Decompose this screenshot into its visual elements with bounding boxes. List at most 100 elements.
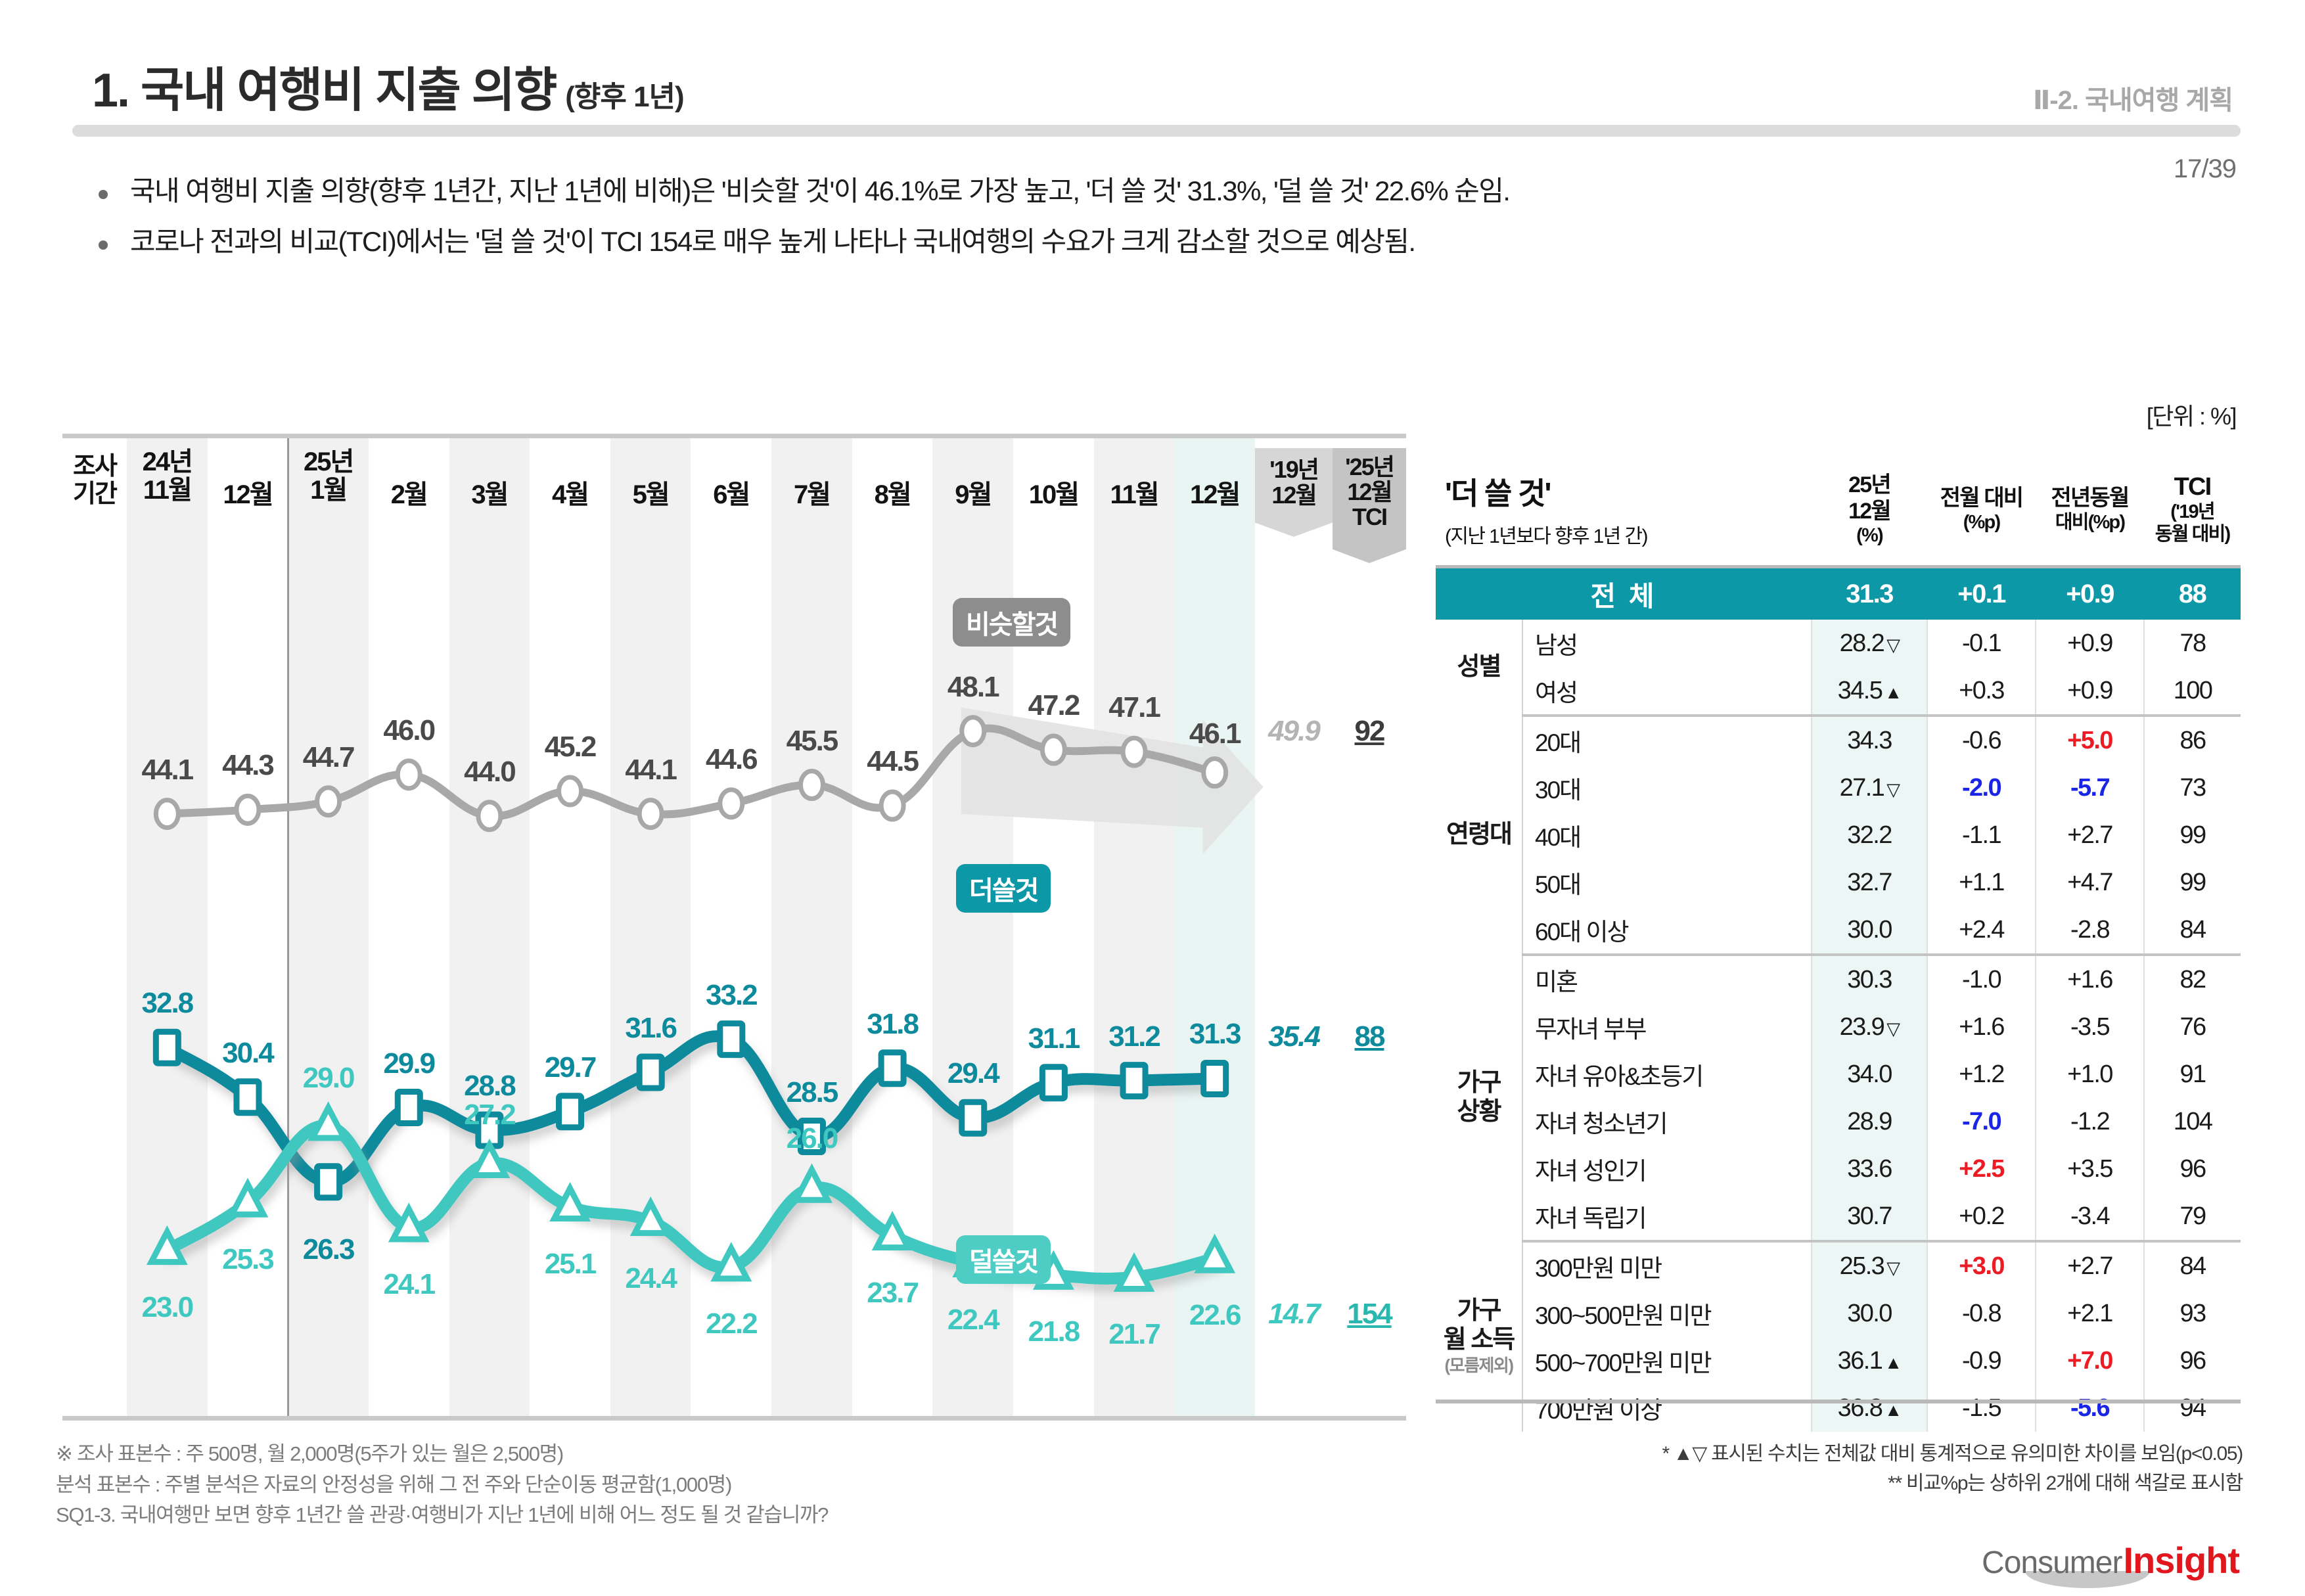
row-mom: -0.6 (1927, 716, 2036, 764)
chart-series-tag-1: 비슷할것 (953, 598, 1071, 647)
row-label: 50대 (1535, 871, 1582, 898)
row-value: 34.0 (1811, 1051, 1928, 1098)
chart-row-header-survey-period: 조사 기간 (73, 453, 118, 508)
chart-point-value-label: 26.0 (786, 1122, 839, 1155)
table-row: 자녀 성인기 33.6 +2.5 +3.5 96 (1436, 1145, 2241, 1193)
chart-point-value-label: 27.2 (464, 1099, 516, 1131)
chart-column-header: 3월 (471, 480, 509, 509)
table-row: 300~500만원 미만 30.0 -0.8 +2.1 93 (1436, 1290, 2241, 1337)
row-yoy: +7.0 (2035, 1337, 2145, 1384)
footnote-significance: * ▲▽ 표시된 수치는 전체값 대비 통계적으로 유의미한 차이를 보임(p<… (1662, 1443, 2243, 1465)
row-mom: +3.0 (1927, 1241, 2036, 1290)
table-row-total: 전 체 31.3 +0.1 +0.9 88 (1436, 565, 2241, 620)
chart-data-point-marker (878, 1049, 907, 1087)
summary-bullets: 국내 여행비 지출 의향(향후 1년간, 지난 1년에 비해)은 '비슷할 것'… (99, 174, 2168, 275)
chart-point-value-label: 28.5 (786, 1076, 839, 1108)
chart-data-point-marker (388, 1202, 430, 1243)
row-value: 36.8 ▲ (1811, 1384, 1928, 1432)
row-tci: 91 (2143, 1051, 2241, 1098)
col-header-tci-l1: TCI (2174, 473, 2212, 501)
footnotes-left: ※ 조사 표본수 : 주 500명, 월 2,000명(5주가 있는 월은 2,… (56, 1439, 1173, 1531)
chart-point-value-label: 45.2 (544, 731, 597, 763)
chart-point-value-label: 46.1 (1189, 717, 1242, 750)
table-row: 자녀 청소년기 28.9 -7.0 -1.2 104 (1436, 1098, 2241, 1145)
bullet-text: 국내 여행비 지출 의향(향후 1년간, 지난 1년에 비해)은 '비슷할 것'… (130, 175, 1511, 206)
breakdown-table: '더 쓸 것' (지난 1년보다 향후 1년 간) 25년 12월 (%) 전월… (1436, 453, 2241, 1432)
chart-data-point-marker (468, 1138, 511, 1178)
chart-point-value-label: 32.8 (141, 987, 194, 1020)
table-row: 가구 상황 미혼 30.3 -1.0 +1.6 82 (1436, 955, 2241, 1241)
row-value: 30.0 (1811, 906, 1928, 956)
row-tci: 104 (2143, 1098, 2241, 1145)
chart-data-point-marker (153, 798, 181, 831)
chart-point-value-label: 44.0 (464, 755, 516, 788)
row-label: 자녀 독립기 (1522, 1193, 1812, 1243)
row-label: 40대 (1535, 824, 1582, 851)
chart-point-value-label: 29.9 (383, 1047, 436, 1080)
chart-point-value-label: 33.2 (706, 978, 758, 1011)
chart-data-point-marker (959, 1099, 988, 1137)
chart-column-header: 10월 (1028, 480, 1080, 509)
chart-point-value-label: 25.1 (544, 1247, 597, 1280)
chart-series-line (163, 724, 1219, 821)
chart-data-point-marker (871, 1210, 913, 1251)
group-label-1: 성별 (1436, 620, 1523, 716)
chart-data-point-marker (791, 1163, 833, 1203)
col-header-value-l2: 12월 (1848, 498, 1892, 524)
chart-point-value-label: 31.1 (1028, 1022, 1081, 1055)
chart-reference-band (1255, 438, 1333, 1416)
chart-column-band (207, 438, 288, 1416)
col-header-mom-l3: (%p) (1963, 511, 2001, 533)
chart-bottom-rule (62, 1416, 1406, 1421)
footnotes-right: * ▲▽ 표시된 수치는 전체값 대비 통계적으로 유의미한 차이를 보임(p<… (1257, 1439, 2243, 1498)
chart-data-point-marker (556, 1093, 585, 1131)
table-row: 자녀 독립기 30.7 +0.2 -3.4 79 (1436, 1193, 2241, 1243)
row-yoy: +0.9 (2035, 620, 2145, 667)
page-number: 17/39 (2173, 154, 2237, 183)
chart-data-point-marker (227, 1177, 269, 1218)
group-label-3: 가구 상황 (1436, 955, 1523, 1241)
row-mom: +2.5 (1927, 1145, 2036, 1193)
row-yoy: -3.5 (2035, 1003, 2145, 1051)
row-tci: 84 (2143, 906, 2241, 956)
table-row: 50대 32.7 +1.1 +4.7 99 (1436, 859, 2241, 906)
table-body: 전 체 31.3 +0.1 +0.9 88 성별 남성 28.2 ▽ -0.1 +0.9 78 여성 34… (1436, 565, 2241, 1432)
chart-column-header: 25년 1월 (303, 447, 354, 505)
row-mom: -1.1 (1927, 811, 2036, 859)
chart-data-point-marker (395, 758, 422, 791)
chart-data-point-marker (637, 798, 664, 831)
chart-data-point-marker (879, 789, 906, 822)
row-yoy: +5.0 (2035, 716, 2145, 764)
row-value: 28.9 (1811, 1098, 1928, 1145)
total-tci: 88 (2144, 565, 2241, 620)
chart-data-point-marker (959, 715, 987, 748)
col-header-yoy-l3: 대비(%p) (2055, 511, 2126, 533)
row-label: 남성 (1535, 632, 1578, 659)
table-row: 성별 남성 28.2 ▽ -0.1 +0.9 78 (1436, 620, 2241, 716)
chart-column-header: 24년 11월 (142, 447, 193, 505)
row-value: 25.3 ▽ (1811, 1241, 1928, 1290)
chart-point-value-label: 24.4 (625, 1262, 677, 1294)
row-tci: 99 (2143, 859, 2241, 906)
row-label: 자녀 청소년기 (1535, 1110, 1668, 1137)
chart-data-point-marker (1201, 756, 1229, 789)
row-yoy: +2.7 (2035, 811, 2145, 859)
section-breadcrumb: Ⅱ-2. 국내여행 계획 (2032, 86, 2233, 115)
chart-data-point-marker (234, 793, 262, 826)
total-mom: +0.1 (1927, 565, 2036, 620)
row-value: 33.6 (1811, 1145, 1928, 1193)
chart-column-header: 6월 (713, 480, 750, 509)
chart-tci-value: 92 (1354, 714, 1386, 747)
page-title-main: 1. 국내 여행비 지출 의향 (92, 64, 557, 117)
row-mom: -1.0 (1927, 955, 2036, 1003)
bullet-item: 국내 여행비 지출 의향(향후 1년간, 지난 1년에 비해)은 '비슷할 것'… (99, 174, 2168, 209)
table-row: 40대 32.2 -1.1 +2.7 99 (1436, 811, 2241, 859)
row-mom: -0.8 (1927, 1290, 2036, 1337)
footnote-question: SQ1-3. 국내여행만 보면 향후 1년간 쓸 관광·여행비가 지난 1년에 … (56, 1503, 829, 1526)
chart-data-point-marker (797, 1118, 826, 1156)
bullet-dot-icon (99, 190, 108, 199)
consumer-insight-logo: Consumer Insight (1982, 1539, 2240, 1582)
row-label: 미혼 (1535, 969, 1578, 995)
row-tci: 93 (2143, 1290, 2241, 1337)
group-label-2: 연령대 (1436, 716, 1523, 955)
